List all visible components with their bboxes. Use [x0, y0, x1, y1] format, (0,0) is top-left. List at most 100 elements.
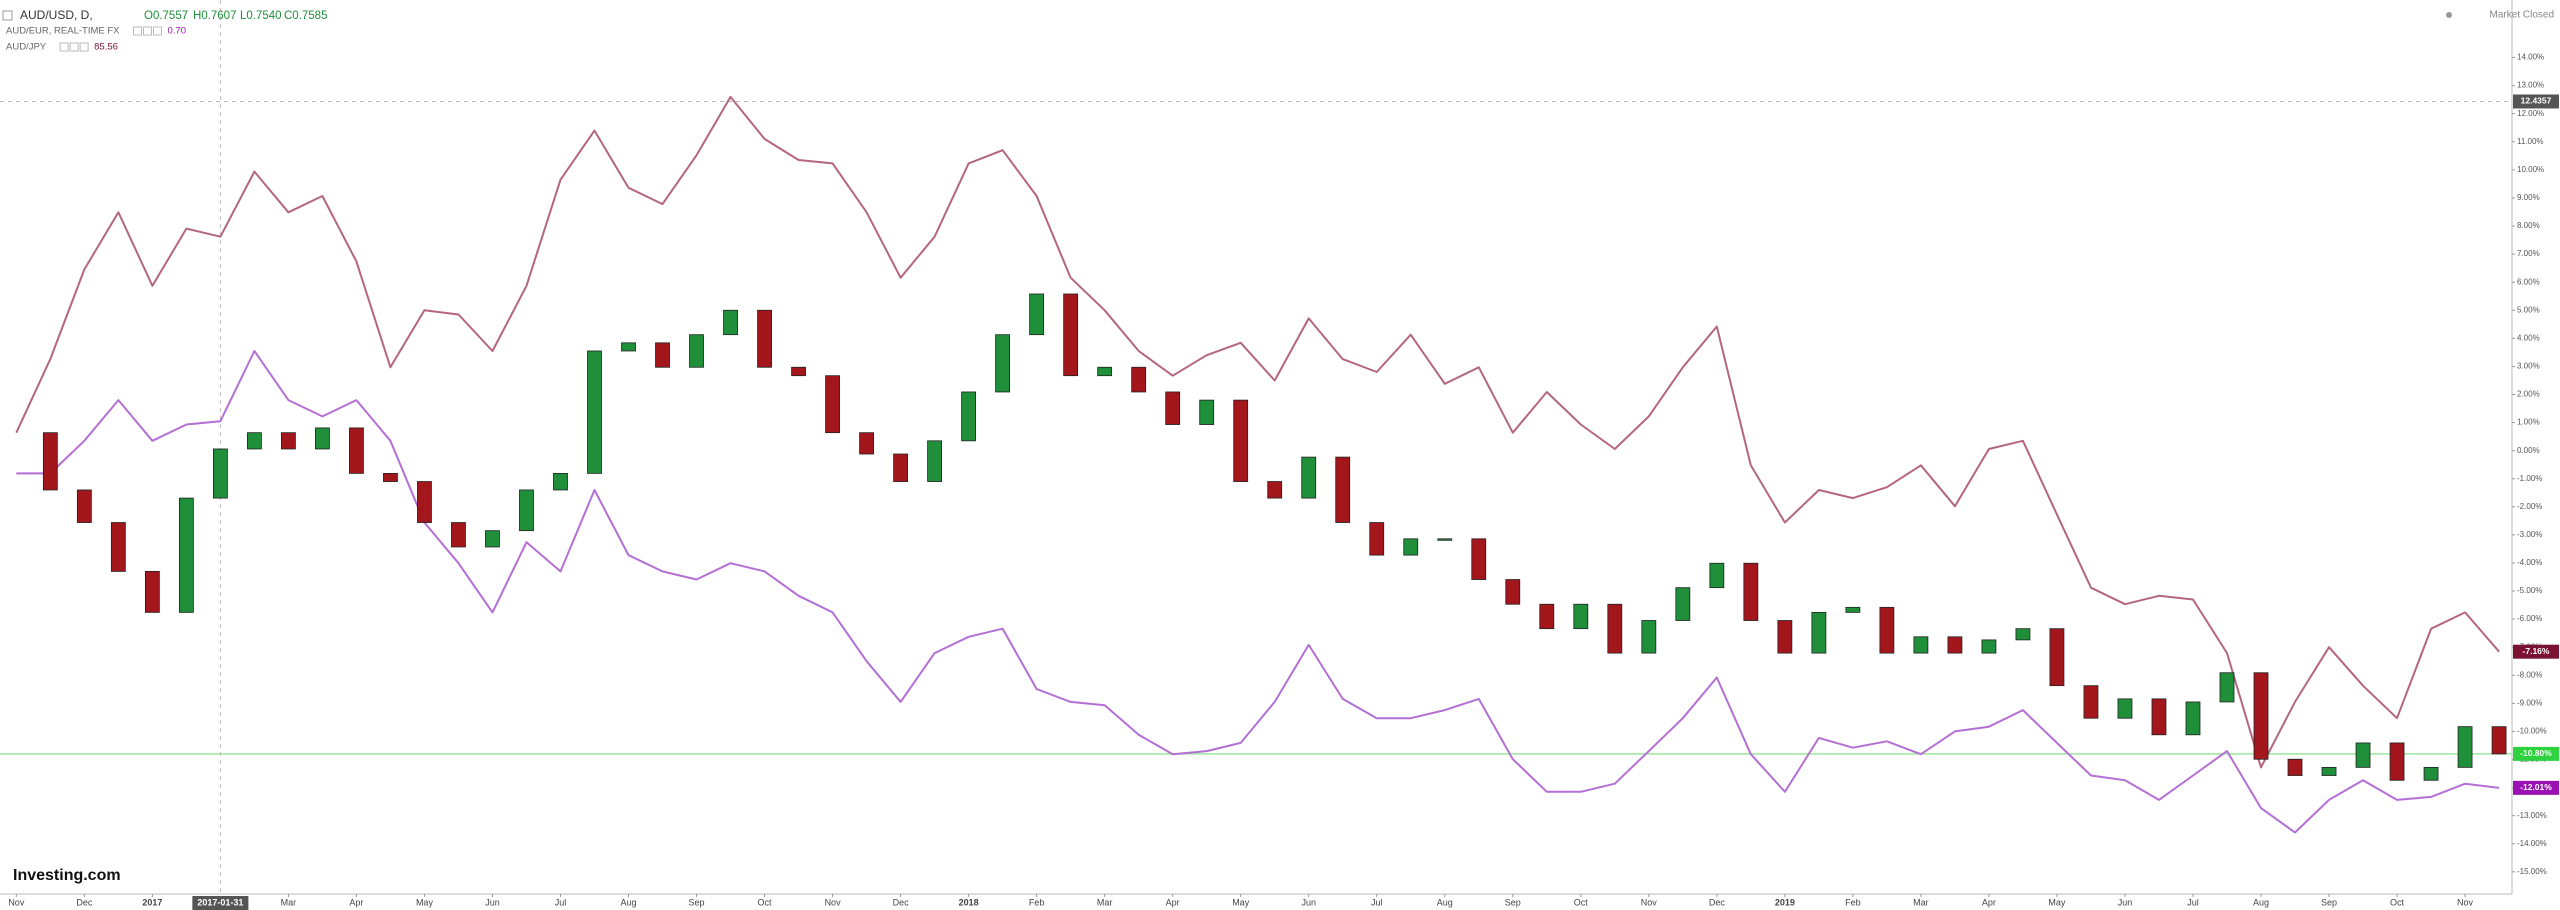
candle-body: [1437, 538, 1453, 541]
candle-body: [1131, 366, 1147, 393]
x-tick-label: Oct: [1574, 897, 1589, 907]
y-tick-label: -5.00%: [2517, 586, 2542, 595]
candle-body: [2117, 698, 2133, 719]
y-tick-label: -8.00%: [2517, 670, 2542, 679]
candle-body: [1063, 293, 1079, 377]
candle-body: [349, 427, 364, 474]
candle-body: [689, 334, 704, 368]
y-tick-label: 3.00%: [2517, 362, 2540, 371]
candle-body: [1947, 636, 1963, 654]
legend-icon[interactable]: [143, 26, 152, 36]
candle-body: [1845, 606, 1861, 613]
legend-quote: 85.56: [94, 42, 118, 53]
candle-body: [961, 391, 977, 442]
x-tick-label: Oct: [2390, 897, 2405, 907]
legend-icon[interactable]: [153, 26, 162, 36]
legend-icon[interactable]: [79, 42, 89, 52]
candle-body: [1675, 587, 1691, 621]
last-value-box: [2513, 746, 2559, 761]
x-tick-label: Dec: [76, 897, 93, 907]
x-tick-label: Feb: [1845, 897, 1861, 907]
candle-body: [2321, 766, 2337, 776]
crosshair-x-box: [192, 896, 249, 910]
candle-body: [1573, 603, 1589, 630]
last-value-box: [2513, 644, 2559, 659]
candle-body: [2049, 628, 2065, 687]
candle-body: [1607, 603, 1623, 654]
candle-body: [1233, 399, 1249, 482]
candle-body: [995, 334, 1011, 393]
x-tick-label: Sep: [2321, 897, 2337, 907]
x-tick-label: Apr: [349, 897, 363, 907]
x-tick-label: Aug: [2253, 897, 2269, 907]
candle-body: [519, 489, 534, 532]
candle-body: [110, 522, 126, 572]
crosshair-y-box: [2513, 94, 2559, 109]
x-tick-label: May: [416, 897, 434, 907]
collapse-icon[interactable]: [2, 10, 13, 21]
candle-body: [2253, 672, 2269, 760]
candle-body: [927, 440, 943, 482]
candle-body: [1539, 603, 1555, 630]
candle-body: [246, 432, 262, 450]
candle-body: [212, 448, 228, 499]
candle-body: [451, 522, 466, 548]
legend-quote: H0.7607: [193, 10, 236, 22]
candle-body: [485, 530, 500, 548]
x-tick-label: Oct: [758, 897, 773, 907]
y-tick-label: 0.00%: [2517, 446, 2540, 455]
candle-body: [2491, 726, 2507, 755]
y-tick-label: 4.00%: [2517, 333, 2540, 342]
x-tick-label: Jul: [2187, 897, 2199, 907]
y-tick-label: -2.00%: [2517, 502, 2542, 511]
legend-quote: 0.70: [168, 26, 187, 37]
series-line: [16, 350, 2500, 834]
candle-body: [1777, 620, 1793, 654]
candle-body: [1709, 562, 1725, 589]
x-tick-label: Jun: [2118, 897, 2133, 907]
y-tick-label: -3.00%: [2517, 530, 2542, 539]
x-tick-label: Nov: [2457, 897, 2474, 907]
candle-body: [1811, 611, 1827, 654]
last-value-box: [2513, 780, 2559, 795]
candle-body: [2287, 758, 2303, 776]
candle-body: [825, 375, 840, 434]
candle-body: [1301, 456, 1317, 499]
y-tick-label: -1.00%: [2517, 474, 2542, 483]
x-tick-label: Mar: [1097, 897, 1113, 907]
candle-body: [655, 342, 670, 368]
legend-quote: C0.7585: [284, 10, 327, 22]
x-tick-label: Jun: [1301, 897, 1316, 907]
candle-body: [1403, 538, 1419, 556]
x-tick-label: Nov: [1641, 897, 1658, 907]
x-tick-label: Nov: [8, 897, 25, 907]
x-tick-label: Sep: [1505, 897, 1521, 907]
y-tick-label: -9.00%: [2517, 698, 2542, 707]
x-tick-label: Nov: [825, 897, 842, 907]
candle-body: [281, 432, 296, 450]
candle-body: [893, 453, 908, 482]
y-tick-label: -13.00%: [2517, 811, 2547, 820]
market-status: Market Closed: [2490, 10, 2554, 21]
candle-body: [1199, 399, 1215, 425]
candle-body: [2151, 698, 2167, 736]
x-tick-label: Dec: [893, 897, 910, 907]
status-dot: [2446, 12, 2452, 18]
x-tick-label: Jul: [1371, 897, 1383, 907]
y-tick-label: 5.00%: [2517, 305, 2540, 314]
candle-body: [1505, 579, 1521, 605]
y-tick-label: 9.00%: [2517, 193, 2540, 202]
x-tick-label: Mar: [1913, 897, 1929, 907]
candle-body: [1471, 538, 1487, 580]
legend-icon[interactable]: [133, 26, 142, 36]
candle-body: [2015, 628, 2031, 641]
candle-body: [1335, 456, 1351, 523]
crosshair-x-label: 2017-01-31: [197, 897, 243, 907]
x-tick-label: Sep: [689, 897, 705, 907]
legend-icon[interactable]: [69, 42, 79, 52]
legend-icon[interactable]: [59, 42, 69, 52]
candle-body: [383, 472, 398, 482]
candle-body: [2355, 742, 2371, 768]
